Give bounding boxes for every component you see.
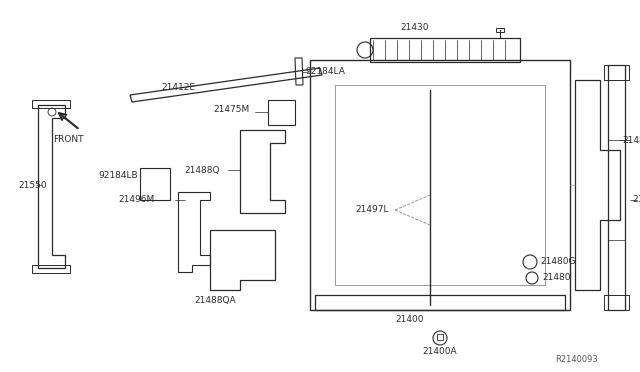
Text: 21480G: 21480G — [540, 257, 575, 266]
Text: 21488Q: 21488Q — [184, 166, 220, 174]
Text: R2140093: R2140093 — [555, 356, 598, 365]
Text: 21430: 21430 — [401, 23, 429, 32]
Text: 21488QA: 21488QA — [194, 295, 236, 305]
Text: 21555: 21555 — [632, 196, 640, 205]
Text: FRONT: FRONT — [52, 135, 83, 144]
Text: 21496M: 21496M — [119, 196, 155, 205]
Text: 21475M: 21475M — [214, 106, 250, 115]
Text: 21400: 21400 — [396, 315, 424, 324]
Text: 21412E: 21412E — [161, 83, 195, 93]
Text: 21497L: 21497L — [355, 205, 388, 215]
Text: 92184LA: 92184LA — [305, 67, 345, 77]
Text: 92184LB: 92184LB — [99, 171, 138, 180]
Text: 21550: 21550 — [18, 180, 47, 189]
Text: 21480: 21480 — [542, 273, 570, 282]
Text: 21400A: 21400A — [422, 347, 458, 356]
Text: 21488QB: 21488QB — [622, 135, 640, 144]
